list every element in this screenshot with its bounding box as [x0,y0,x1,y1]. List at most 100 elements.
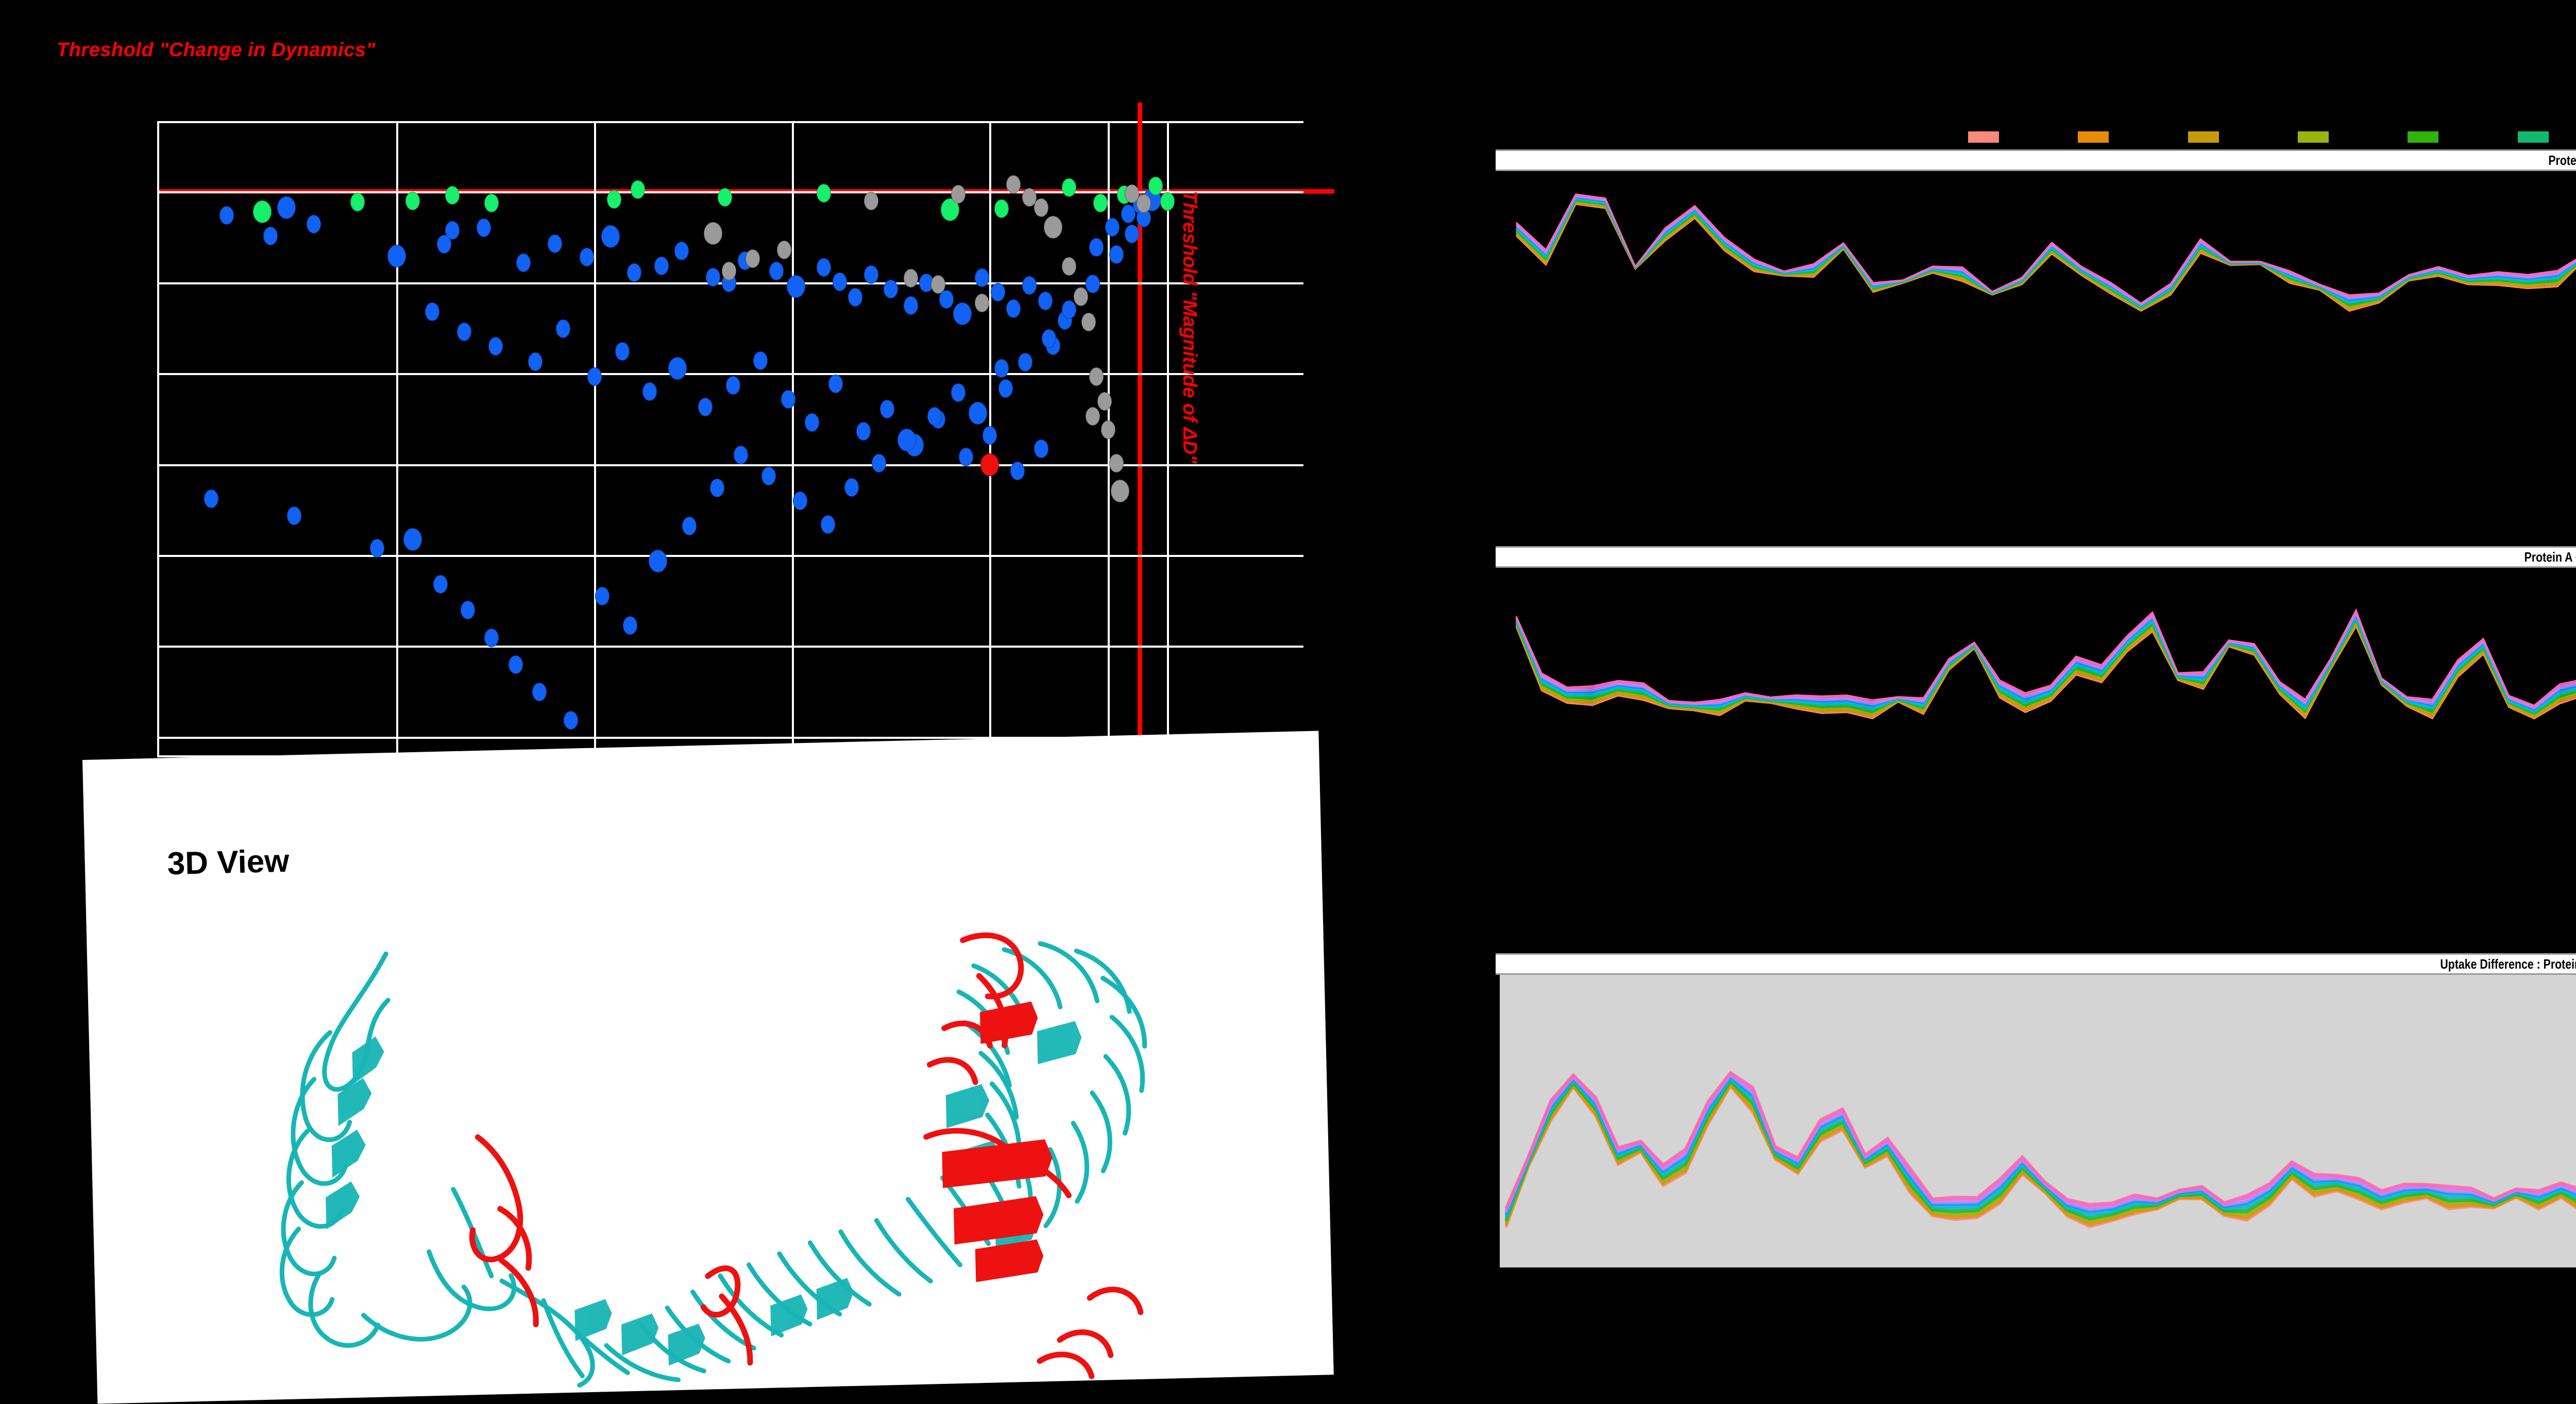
volcano-point-grey[interactable] [1043,215,1062,239]
volcano-point-blue[interactable] [626,263,641,282]
volcano-point-grey[interactable] [721,261,736,280]
volcano-point-blue[interactable] [879,399,894,418]
volcano-point-grey[interactable] [951,184,965,204]
volcano-point-blue[interactable] [508,655,523,674]
volcano-point-blue[interactable] [897,429,917,452]
protein-structure-cartoon[interactable] [205,903,1226,1401]
volcano-point-grey[interactable] [777,240,792,259]
volcano-point-blue[interactable] [982,426,997,445]
volcano-point-red[interactable] [980,453,999,476]
volcano-point-blue[interactable] [698,398,713,417]
volcano-point-grey[interactable] [1101,420,1116,439]
volcano-point-blue[interactable] [1125,224,1140,243]
volcano-point-blue[interactable] [548,234,563,253]
volcano-point-blue[interactable] [654,256,669,275]
volcano-point-blue[interactable] [648,550,667,573]
volcano-point-grey[interactable] [1137,194,1151,213]
uptake-card-difference[interactable]: Uptake Difference : Protein A - (Protein… [1496,953,2576,1267]
volcano-point-blue[interactable] [456,322,471,341]
volcano-plot-area[interactable] [157,103,1334,763]
volcano-point-blue[interactable] [832,272,847,291]
volcano-point-blue[interactable] [219,206,234,225]
uptake-plot-protein-a-ligand[interactable] [1496,568,2576,773]
volcano-point-blue[interactable] [1038,292,1053,311]
volcano-point-blue[interactable] [307,215,321,234]
volcano-point-blue[interactable] [1010,461,1025,480]
volcano-point-blue[interactable] [753,351,768,370]
volcano-point-blue[interactable] [994,359,1009,378]
volcano-point-grey[interactable] [1109,454,1124,473]
volcano-point-green[interactable] [718,188,733,207]
volcano-point-blue[interactable] [903,296,918,315]
volcano-point-blue[interactable] [848,288,863,307]
volcano-point-grey[interactable] [1081,312,1096,331]
volcano-point-blue[interactable] [615,342,630,361]
volcano-point-blue[interactable] [781,390,795,409]
volcano-point-blue[interactable] [1033,439,1048,458]
volcano-point-blue[interactable] [725,376,740,395]
volcano-point-grey[interactable] [1111,480,1130,503]
volcano-point-blue[interactable] [804,413,819,432]
volcano-point-grey[interactable] [903,268,918,287]
volcano-point-blue[interactable] [959,448,974,467]
volcano-point-blue[interactable] [387,244,406,267]
volcano-point-blue[interactable] [1022,276,1037,295]
legend-swatch[interactable] [2188,131,2219,143]
volcano-point-grey[interactable] [1033,198,1048,217]
uptake-card-protein-a[interactable]: Protein A [1496,149,2576,376]
legend-swatch[interactable] [2078,131,2109,143]
volcano-point-grey[interactable] [745,249,760,268]
volcano-point-blue[interactable] [974,268,989,287]
volcano-point-blue[interactable] [856,421,871,441]
legend-swatch[interactable] [1968,131,1999,143]
volcano-point-blue[interactable] [787,275,806,298]
volcano-point-blue[interactable] [477,218,492,237]
volcano-point-blue[interactable] [1085,274,1100,293]
volcano-point-blue[interactable] [761,466,776,485]
volcano-point-blue[interactable] [516,253,531,273]
volcano-point-grey[interactable] [1006,175,1021,194]
legend-swatch[interactable] [2408,131,2439,143]
volcano-point-blue[interactable] [461,600,476,619]
volcano-point-green[interactable] [1148,177,1163,196]
volcano-point-blue[interactable] [792,492,807,511]
volcano-point-blue[interactable] [433,575,448,594]
volcano-point-green[interactable] [1160,192,1175,211]
volcano-point-blue[interactable] [1042,329,1057,348]
volcano-point-grey[interactable] [864,191,879,210]
volcano-point-grey[interactable] [1073,287,1088,307]
volcano-point-blue[interactable] [733,445,748,464]
volcano-point-blue[interactable] [668,357,687,380]
volcano-point-green[interactable] [253,200,272,223]
volcano-point-blue[interactable] [579,248,594,267]
volcano-point-green[interactable] [350,193,365,212]
volcano-point-blue[interactable] [1018,353,1033,372]
volcano-point-blue[interactable] [425,302,440,321]
volcano-point-green[interactable] [631,180,646,199]
volcano-point-blue[interactable] [595,587,610,606]
volcano-point-blue[interactable] [820,515,835,534]
volcano-point-grey[interactable] [931,275,946,294]
volcano-point-green[interactable] [445,185,460,205]
volcano-point-green[interactable] [1093,194,1108,213]
legend-swatch[interactable] [2298,131,2329,143]
volcano-point-blue[interactable] [884,279,899,298]
volcano-point-green[interactable] [1061,178,1076,197]
volcano-point-blue[interactable] [1061,300,1076,319]
volcano-point-blue[interactable] [484,628,499,647]
volcano-point-grey[interactable] [974,294,989,313]
volcano-point-blue[interactable] [674,242,689,260]
volcano-point-blue[interactable] [488,337,503,356]
volcano-point-green[interactable] [607,190,622,209]
volcano-point-green[interactable] [994,199,1009,218]
volcano-point-blue[interactable] [939,290,954,309]
volcano-point-blue[interactable] [709,478,724,497]
volcano-point-blue[interactable] [528,352,543,371]
uptake-plot-difference[interactable] [1496,975,2576,1267]
volcano-point-blue[interactable] [286,506,301,525]
volcano-point-blue[interactable] [1105,217,1120,236]
volcano-point-blue[interactable] [555,319,570,339]
volcano-point-grey[interactable] [1061,257,1076,276]
volcano-point-blue[interactable] [1006,299,1021,318]
volcano-point-blue[interactable] [969,402,988,425]
